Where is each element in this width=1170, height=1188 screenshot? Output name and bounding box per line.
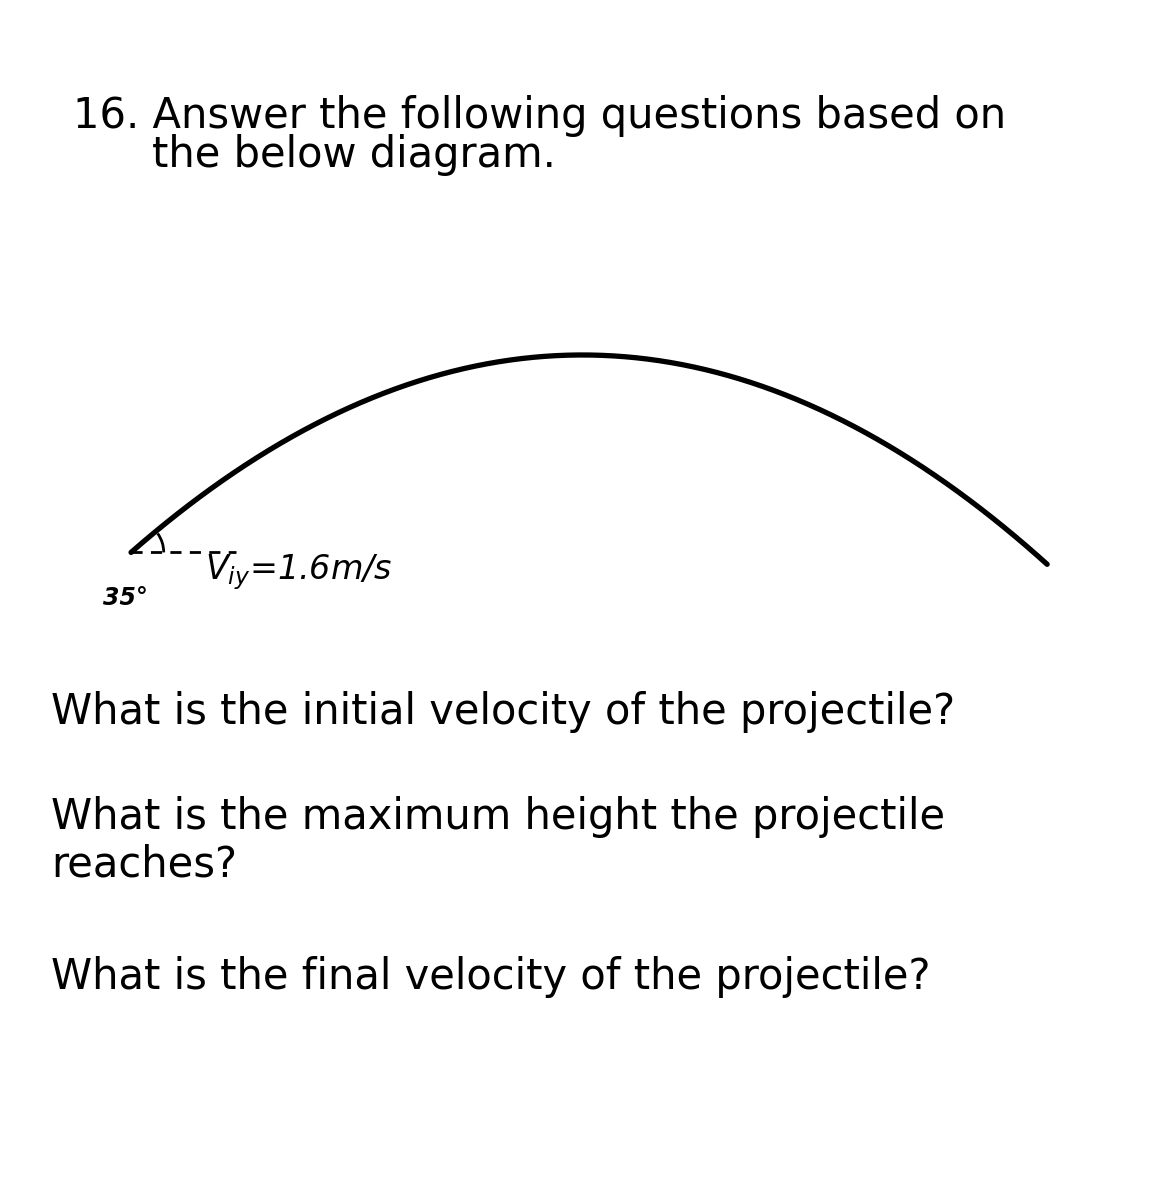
Text: $V_{iy}$=1.6m/s: $V_{iy}$=1.6m/s (205, 552, 392, 593)
Text: the below diagram.: the below diagram. (99, 134, 556, 176)
Text: What is the initial velocity of the projectile?: What is the initial velocity of the proj… (51, 691, 956, 733)
Text: reaches?: reaches? (51, 843, 238, 885)
Text: What is the maximum height the projectile: What is the maximum height the projectil… (51, 796, 945, 838)
Text: What is the final velocity of the projectile?: What is the final velocity of the projec… (51, 956, 931, 998)
Text: 16. Answer the following questions based on: 16. Answer the following questions based… (73, 95, 1006, 137)
Text: 35°: 35° (103, 586, 147, 609)
